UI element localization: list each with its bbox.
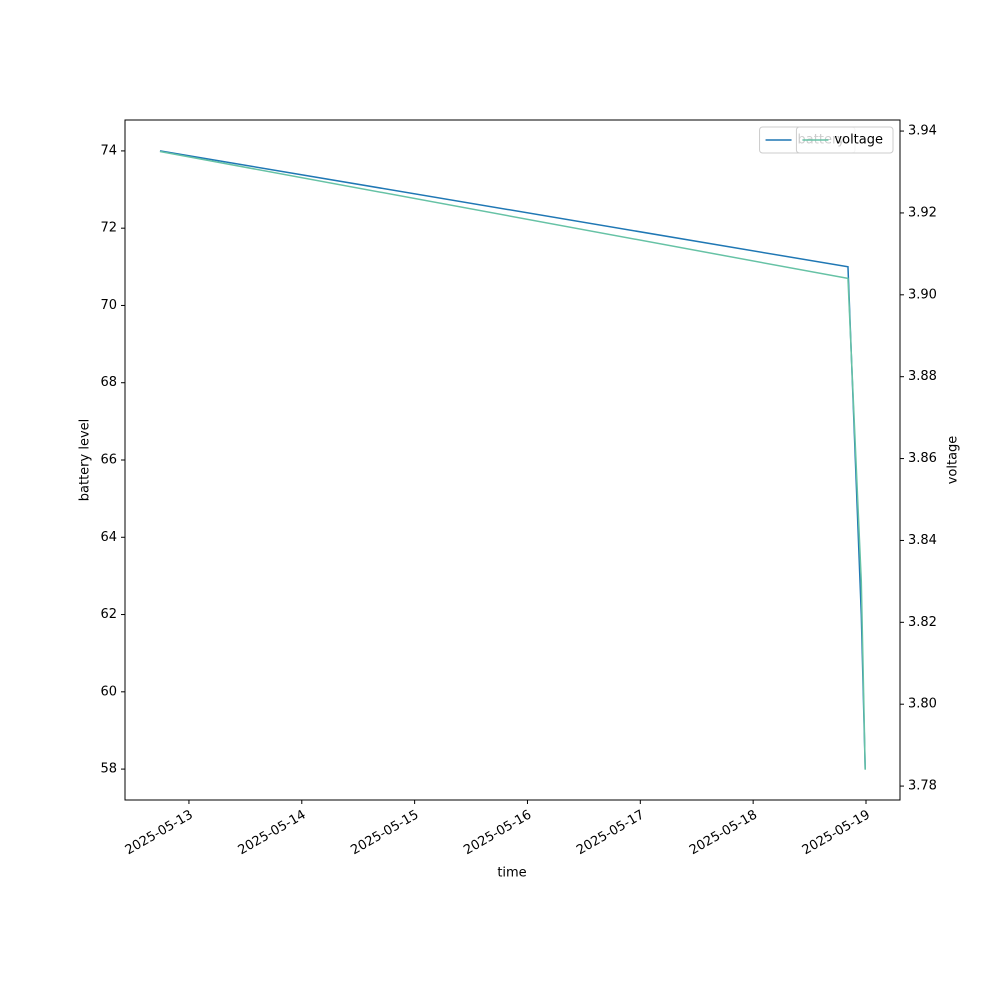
y2-tick-label: 3.78 [908,779,937,794]
line-0 [159,150,866,770]
y-tick-label: 64 [100,530,117,545]
x-tick-label: 2025-05-13 [123,808,196,859]
y2-tick-label: 3.88 [908,369,937,384]
y-tick-label: 60 [100,684,117,699]
legend-label: voltage [834,133,883,148]
y2-tick-label: 3.92 [908,205,937,220]
plot-frame [124,119,901,801]
y-tick-label: 58 [100,762,117,777]
x-tick-label: 2025-05-15 [348,808,421,859]
legend-box [795,126,894,154]
y2-axis-label: voltage [946,436,961,485]
y-tick-label: 74 [100,143,117,158]
y2-tick-label: 3.82 [908,615,937,630]
y-axis-label: battery level [78,419,93,502]
x-tick-label: 2025-05-16 [461,808,534,859]
y2-tick-label: 3.94 [908,124,937,139]
x-axis-label: time [497,866,526,881]
y2-tick-label: 3.84 [908,533,937,548]
y-tick-label: 68 [100,375,117,390]
x-tick-label: 2025-05-14 [236,808,309,859]
y-tick-label: 66 [100,453,117,468]
y2-tick-label: 3.90 [908,287,937,302]
line-1 [159,150,866,770]
y2-tick-label: 3.86 [908,451,937,466]
legend: voltage [795,126,894,154]
x-tick-label: 2025-05-18 [687,808,760,859]
y-tick-label: 70 [100,298,117,313]
y-tick-label: 72 [100,221,117,236]
x-tick-label: 2025-05-17 [574,808,647,859]
x-tick-label: 2025-05-19 [800,808,873,859]
y-tick-label: 62 [100,607,117,622]
y2-tick-label: 3.80 [908,697,937,712]
